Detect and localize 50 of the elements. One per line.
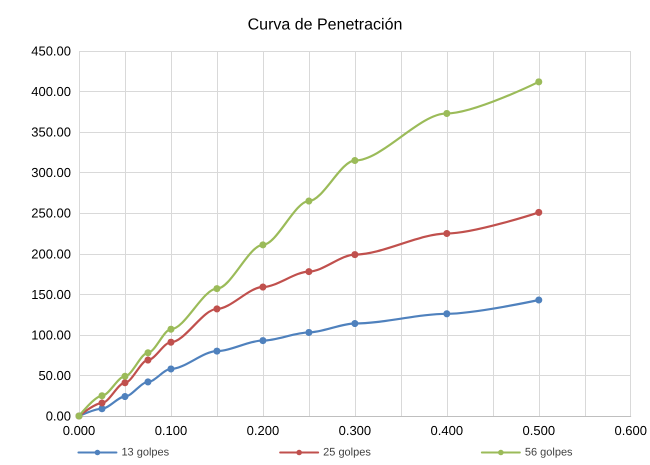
point	[351, 157, 358, 164]
point	[305, 268, 312, 276]
point	[144, 378, 152, 386]
y-tick-label: 250.00	[31, 206, 71, 221]
point	[213, 305, 220, 312]
point	[167, 365, 174, 372]
x-tick-label: 0.100	[154, 423, 188, 438]
point	[121, 379, 128, 386]
point	[259, 337, 266, 344]
x-tick-label: 0.500	[522, 423, 556, 438]
x-tick-label: 0.000	[62, 423, 96, 438]
point	[121, 393, 128, 400]
point	[443, 310, 450, 318]
point	[535, 78, 542, 86]
y-tick-label: 350.00	[31, 124, 71, 140]
point	[305, 198, 312, 205]
point	[305, 328, 312, 336]
point	[351, 320, 358, 328]
point	[167, 326, 174, 333]
point	[443, 110, 450, 117]
point	[167, 338, 174, 346]
y-tick-label: 0.00	[46, 408, 71, 424]
x-tick-label: 0.200	[246, 423, 280, 438]
point	[213, 285, 220, 292]
point	[98, 392, 106, 400]
y-tick-label: 400.00	[31, 84, 71, 100]
point	[144, 356, 152, 364]
point	[259, 241, 266, 248]
point	[144, 349, 152, 356]
point	[259, 284, 266, 291]
y-tick-label: 450.00	[31, 44, 71, 58]
point	[98, 400, 106, 407]
y-tick-label: 200.00	[31, 246, 71, 262]
legend-label: 13 golpes	[121, 446, 170, 458]
point	[535, 296, 542, 304]
x-tick-label: 0.300	[338, 423, 372, 438]
point	[351, 251, 358, 258]
chart-title: Curva de Penetración	[248, 16, 402, 34]
x-tick-label: 0.400	[430, 423, 464, 438]
point	[535, 208, 542, 216]
legend-label: 25 golpes	[323, 446, 372, 458]
point	[443, 230, 450, 237]
y-tick-label: 150.00	[31, 286, 71, 302]
point	[121, 372, 128, 380]
y-tick-label: 100.00	[31, 327, 71, 342]
point	[213, 348, 220, 355]
x-tick-label: 0.600	[614, 423, 648, 438]
legend-label: 56 golpes	[524, 446, 574, 458]
y-tick-label: 300.00	[31, 165, 71, 180]
y-tick-label: 50.00	[38, 368, 71, 383]
